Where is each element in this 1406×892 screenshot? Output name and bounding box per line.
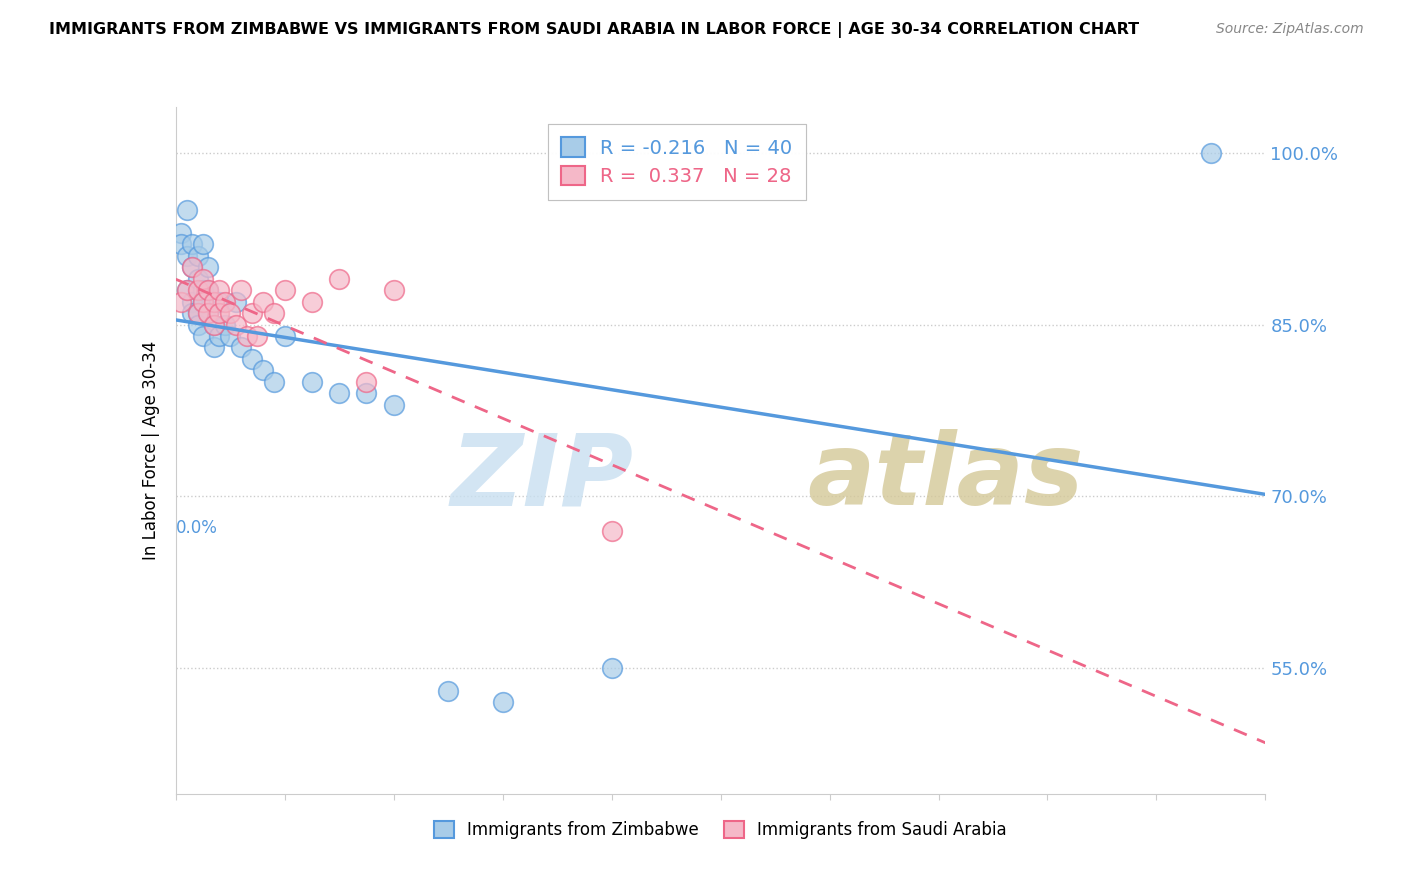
Point	[197, 283, 219, 297]
Point	[219, 329, 242, 343]
Point	[263, 306, 285, 320]
Legend: Immigrants from Zimbabwe, Immigrants from Saudi Arabia: Immigrants from Zimbabwe, Immigrants fro…	[426, 813, 1015, 847]
Point	[1199, 145, 1222, 160]
Point	[382, 283, 405, 297]
Point	[191, 237, 214, 252]
Point	[197, 260, 219, 275]
Point	[240, 351, 263, 366]
Point	[356, 375, 378, 389]
Point	[170, 226, 193, 240]
Point	[382, 398, 405, 412]
Point	[191, 283, 214, 297]
Point	[231, 340, 253, 354]
Point	[202, 340, 225, 354]
Point	[246, 329, 269, 343]
Point	[301, 375, 323, 389]
Point	[176, 249, 198, 263]
Point	[202, 318, 225, 332]
Point	[600, 524, 623, 538]
Point	[208, 283, 231, 297]
Point	[176, 283, 198, 297]
Point	[214, 318, 236, 332]
Point	[240, 306, 263, 320]
Point	[274, 283, 297, 297]
Point	[274, 329, 297, 343]
Point	[181, 237, 204, 252]
Point	[225, 318, 247, 332]
Point	[186, 318, 209, 332]
Point	[328, 271, 350, 285]
Point	[356, 386, 378, 401]
Point	[186, 249, 209, 263]
Point	[181, 260, 204, 275]
Text: Source: ZipAtlas.com: Source: ZipAtlas.com	[1216, 22, 1364, 37]
Point	[263, 375, 285, 389]
Point	[202, 318, 225, 332]
Point	[197, 306, 219, 320]
Point	[181, 260, 204, 275]
Point	[214, 294, 236, 309]
Point	[437, 683, 460, 698]
Point	[181, 294, 204, 309]
Point	[197, 283, 219, 297]
Point	[170, 237, 193, 252]
Point	[186, 283, 209, 297]
Point	[492, 695, 515, 709]
Point	[252, 363, 274, 377]
Point	[219, 306, 242, 320]
Point	[328, 386, 350, 401]
Point	[231, 283, 253, 297]
Point	[202, 294, 225, 309]
Point	[235, 329, 257, 343]
Text: 0.0%: 0.0%	[176, 519, 218, 537]
Point	[176, 283, 198, 297]
Text: atlas: atlas	[807, 429, 1084, 526]
Point	[191, 294, 214, 309]
Point	[191, 294, 214, 309]
Point	[301, 294, 323, 309]
Point	[191, 329, 214, 343]
Point	[176, 203, 198, 218]
Point	[208, 329, 231, 343]
Point	[197, 306, 219, 320]
Text: IMMIGRANTS FROM ZIMBABWE VS IMMIGRANTS FROM SAUDI ARABIA IN LABOR FORCE | AGE 30: IMMIGRANTS FROM ZIMBABWE VS IMMIGRANTS F…	[49, 22, 1139, 38]
Point	[181, 306, 204, 320]
Point	[170, 294, 193, 309]
Point	[208, 306, 231, 320]
Point	[186, 306, 209, 320]
Y-axis label: In Labor Force | Age 30-34: In Labor Force | Age 30-34	[142, 341, 160, 560]
Point	[186, 306, 209, 320]
Point	[186, 271, 209, 285]
Point	[600, 661, 623, 675]
Text: ZIP: ZIP	[450, 429, 633, 526]
Point	[208, 294, 231, 309]
Point	[225, 294, 247, 309]
Point	[191, 271, 214, 285]
Point	[252, 294, 274, 309]
